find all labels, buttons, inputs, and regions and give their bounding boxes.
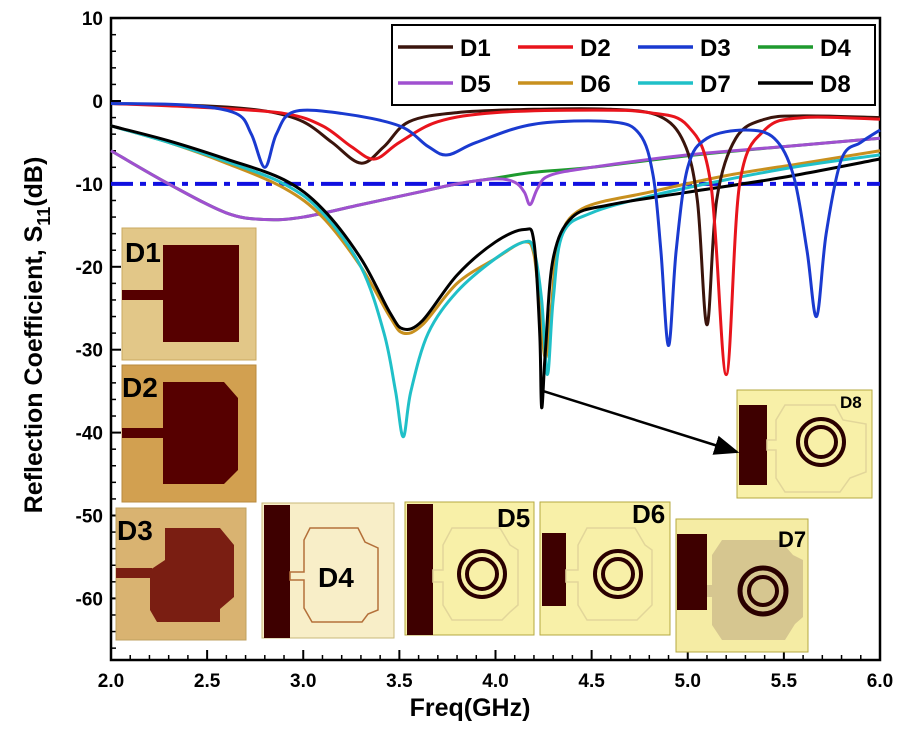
y-tick-label: 10 <box>82 9 103 30</box>
series-line-d3 <box>110 101 881 348</box>
legend-label: D5 <box>460 71 491 98</box>
y-tick-label: -60 <box>76 589 103 610</box>
legend-label: D6 <box>580 71 611 98</box>
inset-d3: D3 <box>115 507 247 641</box>
inset-label-d7: D7 <box>778 527 806 552</box>
annotation-arrow <box>543 389 740 455</box>
legend-label: D7 <box>700 71 731 98</box>
y-tick-label: -50 <box>76 507 103 528</box>
y-label-sub: 11 <box>34 207 54 226</box>
series-line-d8 <box>110 124 881 410</box>
y-tick-label: 0 <box>92 92 103 113</box>
inset-d1: D1 <box>121 227 257 361</box>
inset-d5: D5 <box>404 501 535 636</box>
inset-d6: D6 <box>539 499 671 636</box>
inset-label-d3: D3 <box>117 515 153 546</box>
y-label-unit: (dB) <box>20 157 48 207</box>
inset-d7: D7 <box>675 518 809 653</box>
series-lines <box>110 101 881 439</box>
x-tick-label: 2.0 <box>98 671 124 692</box>
legend-label: D4 <box>820 35 851 62</box>
inset-d8: D8 <box>736 389 873 499</box>
inset-label-d5: D5 <box>497 503 530 533</box>
series-line-d2 <box>110 101 881 377</box>
y-tick-label: -10 <box>76 175 103 196</box>
inset-label-d1: D1 <box>125 237 161 268</box>
y-axis-label: Reflection Coefficient, S11(dB) <box>20 157 54 514</box>
x-tick-label: 4.0 <box>482 671 508 692</box>
inset-label-d2: D2 <box>122 372 158 403</box>
antenna-insets: D1 D2 D3 D4 D5 <box>115 227 873 653</box>
inset-label-d8: D8 <box>840 393 862 412</box>
x-tick-label: 3.0 <box>290 671 316 692</box>
y-tick-label: -20 <box>76 258 103 279</box>
y-tick-label: -30 <box>76 341 103 362</box>
y-tick-label: -40 <box>76 424 103 445</box>
axes: 2.0 2.5 3.0 3.5 4.0 4.5 5.0 5.5 6.0 10 0 -10 -20 -30 -… <box>76 9 894 692</box>
x-tick-label: 4.5 <box>578 671 605 692</box>
x-tick-label: 2.5 <box>194 671 221 692</box>
x-tick-label: 6.0 <box>867 671 893 692</box>
inset-label-d4: D4 <box>318 562 354 593</box>
inset-d2: D2 <box>121 364 257 503</box>
legend-box <box>391 24 876 106</box>
x-axis-label: Freq(GHz) <box>410 694 531 722</box>
series-line-d5 <box>110 136 881 222</box>
inset-label-d6: D6 <box>632 499 665 529</box>
legend-label: D2 <box>580 35 611 62</box>
x-tick-label: 5.0 <box>675 671 701 692</box>
series-line-d7 <box>110 124 881 439</box>
x-tick-label: 5.5 <box>771 671 798 692</box>
x-tick-label: 3.5 <box>386 671 413 692</box>
legend: D1 D2 D3 D4 D5 D6 D7 D8 <box>391 24 876 106</box>
legend-label: D8 <box>820 71 851 98</box>
inset-d4: D4 <box>261 502 395 639</box>
legend-label: D1 <box>460 35 491 62</box>
y-label-main: Reflection Coefficient, S <box>20 226 48 514</box>
legend-label: D3 <box>700 35 731 62</box>
